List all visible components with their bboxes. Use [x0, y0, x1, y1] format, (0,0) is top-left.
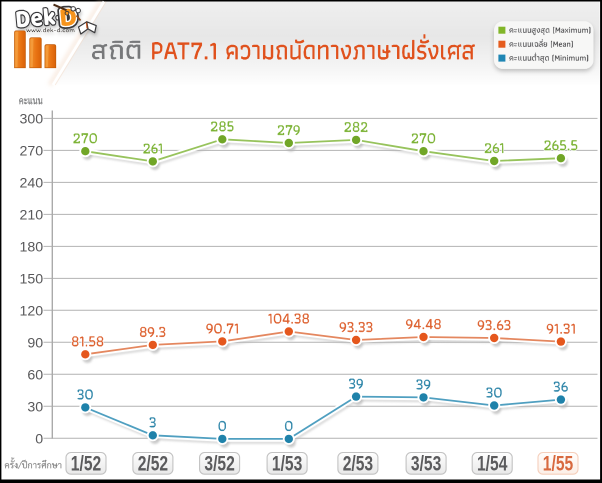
svg-text:1/54: 1/54 [477, 453, 508, 476]
svg-text:1/53: 1/53 [272, 453, 303, 476]
svg-text:150: 150 [20, 271, 44, 287]
svg-text:270: 270 [20, 143, 44, 159]
svg-text:30: 30 [27, 399, 43, 415]
svg-text:210: 210 [20, 207, 44, 223]
svg-text:3/53: 3/53 [411, 453, 442, 476]
svg-text:3/52: 3/52 [204, 453, 234, 476]
svg-text:60: 60 [27, 367, 43, 383]
svg-text:0: 0 [35, 431, 43, 447]
svg-text:240: 240 [20, 175, 44, 191]
svg-text:2/52: 2/52 [138, 453, 168, 476]
svg-text:90: 90 [27, 335, 43, 351]
svg-text:2/53: 2/53 [343, 453, 374, 476]
svg-text:1/52: 1/52 [71, 453, 101, 476]
svg-text:1/55: 1/55 [543, 453, 574, 476]
svg-text:180: 180 [20, 239, 44, 255]
svg-text:300: 300 [20, 111, 44, 127]
svg-text:120: 120 [20, 303, 44, 319]
